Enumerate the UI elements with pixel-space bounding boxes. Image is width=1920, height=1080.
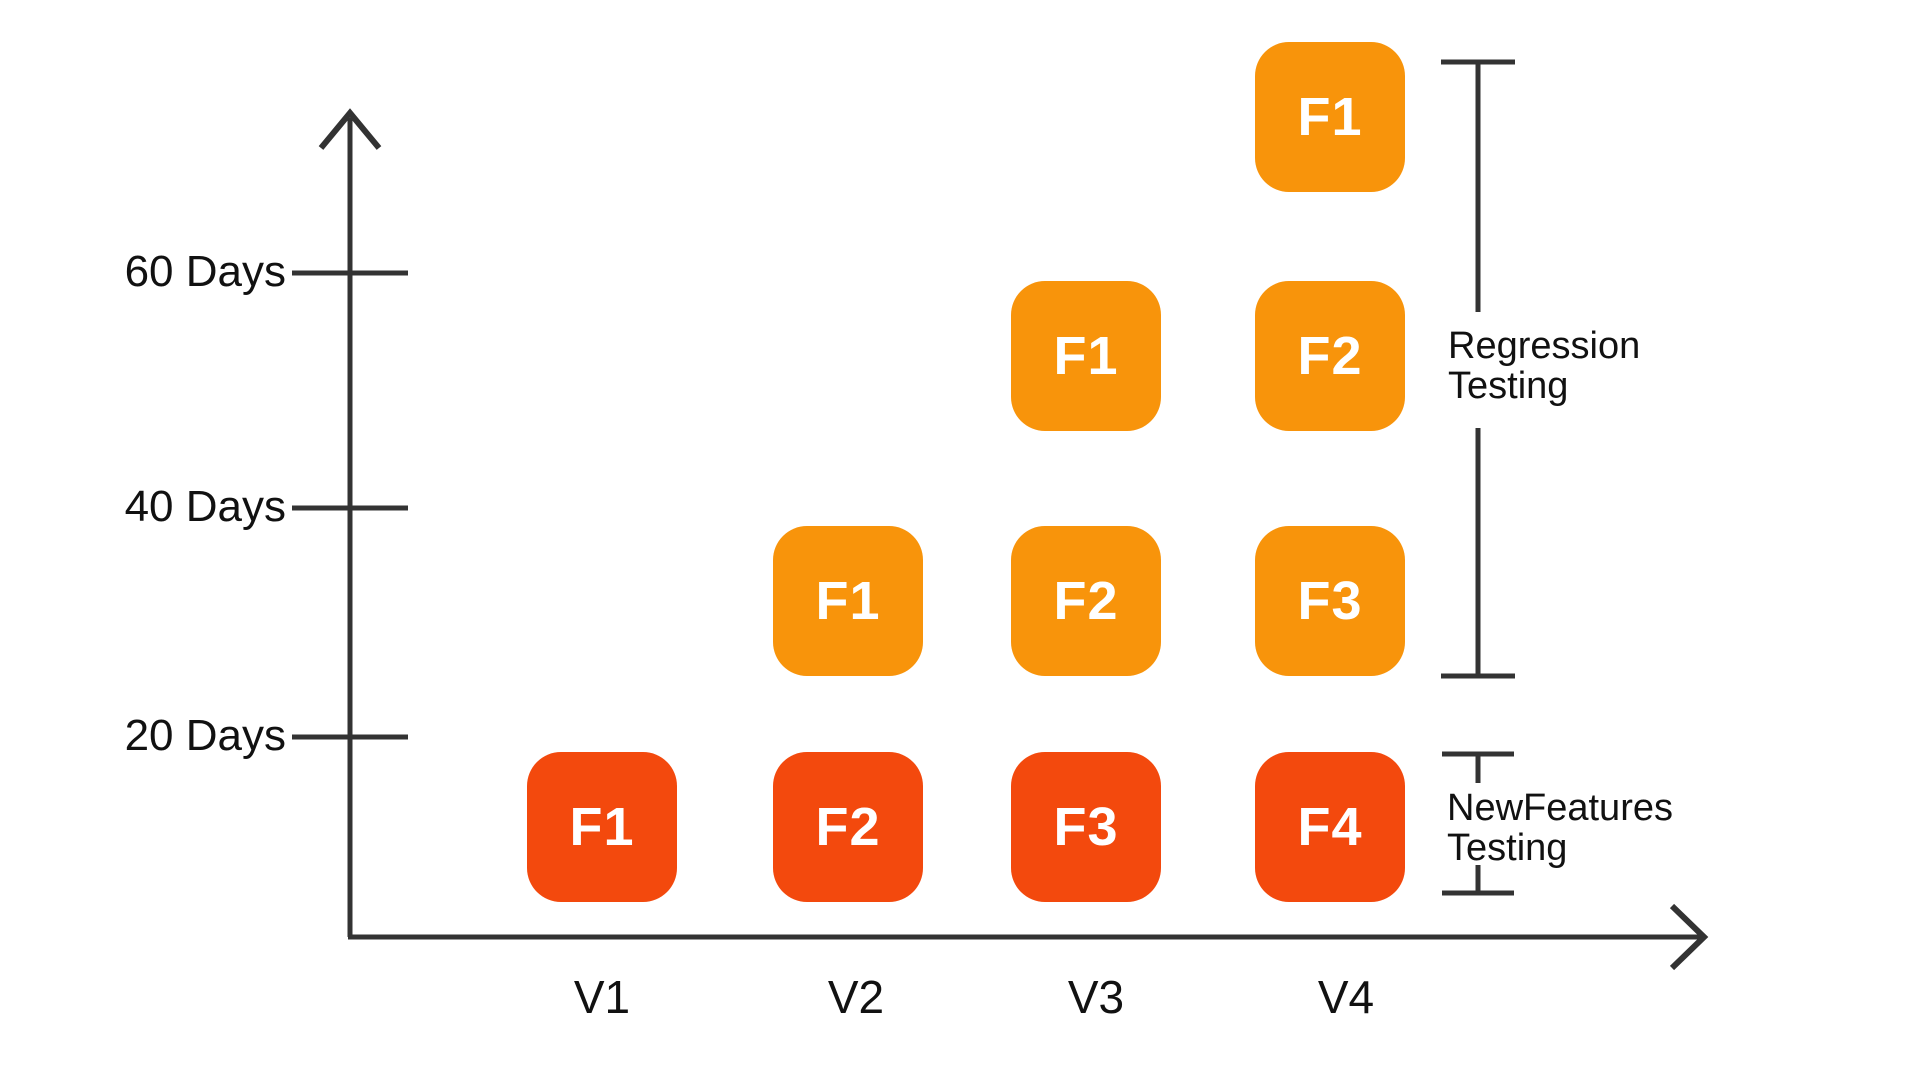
feature-box-v2-f2: F2 <box>773 752 923 902</box>
new-features-testing-label-line1: NewFeatures <box>1447 787 1673 829</box>
feature-box-label: F3 <box>1053 797 1119 857</box>
feature-box-label: F1 <box>1053 326 1119 386</box>
regression-testing-label-line2: Testing <box>1448 365 1569 407</box>
x-axis-label-v3: V3 <box>1067 971 1125 1023</box>
feature-box-v4-f3: F3 <box>1255 526 1405 676</box>
y-tick-label: 20 Days <box>124 711 286 760</box>
x-axis-label-v1: V1 <box>573 971 631 1023</box>
x-axis-label-v4: V4 <box>1317 971 1375 1023</box>
new-features-testing-label: NewFeatures Testing <box>1447 788 1673 868</box>
feature-box-label: F4 <box>1297 797 1363 857</box>
feature-box-label: F2 <box>1053 571 1119 631</box>
y-tick-label: 40 Days <box>124 482 286 531</box>
feature-box-v3-f2: F2 <box>1011 526 1161 676</box>
feature-box-v1-f1: F1 <box>527 752 677 902</box>
feature-box-v3-f1: F1 <box>1011 281 1161 431</box>
feature-box-v4-f4: F4 <box>1255 752 1405 902</box>
feature-box-v2-f1: F1 <box>773 526 923 676</box>
feature-box-label: F2 <box>1297 326 1363 386</box>
regression-testing-label: Regression Testing <box>1448 326 1640 406</box>
new-features-testing-label-line2: Testing <box>1447 827 1568 869</box>
x-axis-arrow-icon <box>1669 903 1709 971</box>
regression-bracket <box>1441 59 1515 679</box>
regression-testing-label-line1: Regression <box>1448 325 1641 367</box>
y-axis-ticks <box>292 270 408 740</box>
feature-box-v4-f1: F1 <box>1255 42 1405 192</box>
y-axis-arrow-icon <box>318 108 382 150</box>
feature-box-v4-f2: F2 <box>1255 281 1405 431</box>
feature-box-label: F2 <box>815 797 881 857</box>
feature-box-label: F3 <box>1297 571 1363 631</box>
y-tick-label: 60 Days <box>124 247 286 296</box>
feature-box-label: F1 <box>1297 87 1363 147</box>
feature-box-label: F1 <box>815 571 881 631</box>
new-features-bracket <box>1442 751 1514 896</box>
x-axis-label-v2: V2 <box>827 971 885 1023</box>
feature-box-v3-f3: F3 <box>1011 752 1161 902</box>
feature-box-label: F1 <box>569 797 635 857</box>
